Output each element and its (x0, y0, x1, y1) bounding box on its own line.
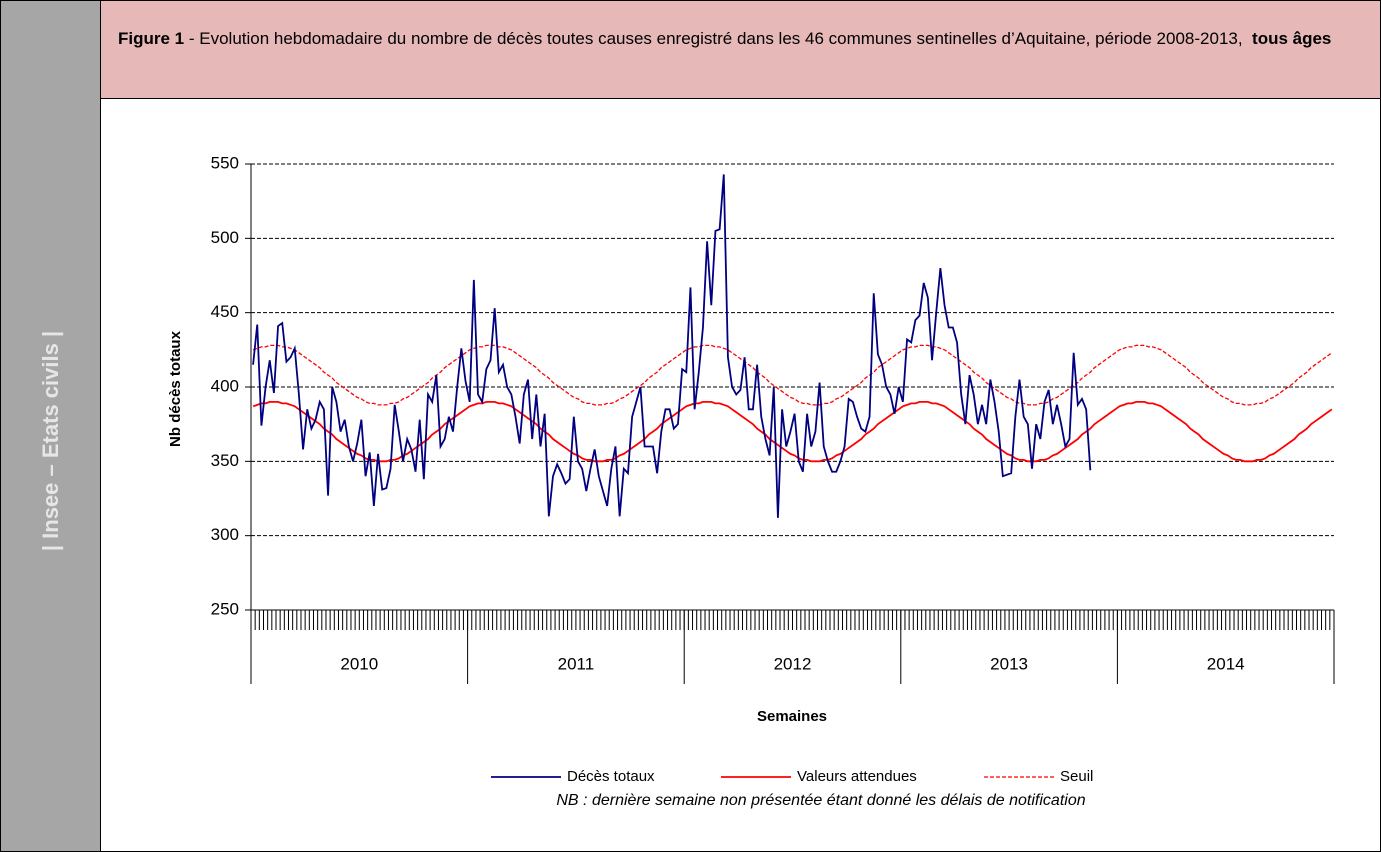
x-axis-label: Semaines (757, 708, 827, 725)
sidebar-label: | Insee – Etats civils | (38, 330, 63, 552)
note: NB : dernière semaine non présentée étan… (556, 792, 1085, 809)
series-line (252, 174, 1092, 518)
y-axis-label: Nb décès totaux (167, 330, 184, 447)
legend-label: Seuil (1060, 768, 1093, 785)
y-tick-label: 250 (211, 599, 239, 618)
x-group-label: 2011 (558, 654, 595, 673)
header: Figure 1 - Evolution hebdomadaire du nom… (101, 1, 1380, 99)
y-tick-label: 400 (211, 376, 239, 395)
x-group-label: 2010 (340, 654, 378, 673)
y-tick-label: 450 (211, 302, 239, 321)
week-ticks (250, 610, 1335, 630)
y-tick-label: 300 (211, 525, 239, 544)
series-line (252, 400, 1333, 463)
legend-label: Valeurs attendues (797, 768, 917, 785)
y-tick-label: 350 (211, 451, 239, 470)
x-group-label: 2013 (990, 654, 1028, 673)
y-tick-label: 500 (211, 228, 239, 247)
header-emphasis: tous âges (1252, 29, 1332, 48)
y-tick-label: 550 (211, 153, 239, 172)
series-line (252, 344, 1333, 406)
figure-label: Figure 1 (118, 29, 185, 48)
sidebar: | Insee – Etats civils | (1, 1, 101, 851)
x-group-label: 2014 (1207, 654, 1245, 673)
header-text: - Evolution hebdomadaire du nombre de dé… (188, 29, 1243, 48)
chart: Nb décès totaux Semaines NB : dernière s… (167, 153, 1335, 809)
legend-label: Décès totaux (567, 768, 655, 785)
x-group-label: 2012 (774, 654, 812, 673)
